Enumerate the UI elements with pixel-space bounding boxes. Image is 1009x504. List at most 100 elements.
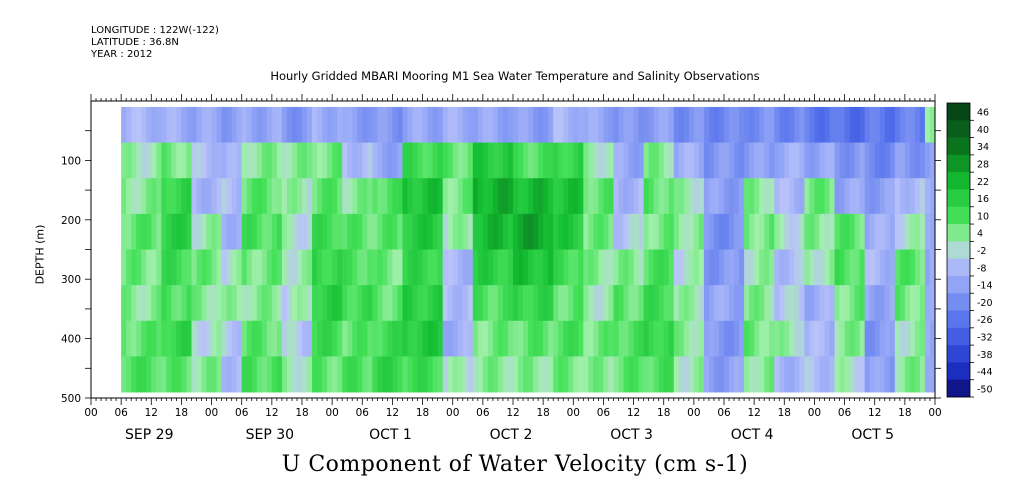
heatmap-cell bbox=[708, 213, 715, 250]
heatmap-cell bbox=[452, 178, 459, 215]
heatmap-cell bbox=[834, 249, 840, 286]
heatmap-cell bbox=[332, 178, 338, 215]
heatmap-cell bbox=[754, 320, 760, 357]
heatmap-cell bbox=[543, 142, 549, 179]
heatmap-cell bbox=[126, 142, 132, 179]
heatmap-cell bbox=[764, 320, 770, 357]
heatmap-cell bbox=[708, 356, 715, 393]
heatmap-cell bbox=[759, 356, 765, 393]
heatmap-cell bbox=[387, 142, 393, 179]
heatmap-cell bbox=[693, 213, 700, 250]
heatmap-cell bbox=[543, 285, 549, 322]
heatmap-cell bbox=[302, 356, 308, 393]
heatmap-cell bbox=[347, 178, 353, 215]
heatmap-cell bbox=[673, 320, 680, 357]
heatmap-cell bbox=[432, 213, 439, 250]
heatmap-cell bbox=[286, 285, 293, 322]
heatmap-cell bbox=[789, 213, 795, 250]
heatmap-cell bbox=[402, 249, 408, 286]
colorbar-label: 28 bbox=[977, 160, 989, 171]
colorbar-frame bbox=[946, 102, 971, 398]
heatmap-cell bbox=[924, 213, 931, 250]
heatmap-cell bbox=[603, 178, 609, 215]
heatmap-cell bbox=[879, 249, 886, 286]
heatmap-cell bbox=[568, 106, 574, 143]
heatmap-cell bbox=[156, 178, 162, 215]
heatmap-cell bbox=[462, 142, 469, 179]
heatmap-cell bbox=[578, 213, 584, 250]
heatmap-cell bbox=[759, 178, 765, 215]
heatmap-cell bbox=[744, 249, 750, 286]
heatmap-cell bbox=[839, 106, 845, 143]
heatmap-cell bbox=[603, 106, 609, 143]
heatmap-cell bbox=[437, 142, 444, 179]
heatmap-cell bbox=[784, 142, 790, 179]
heatmap-cell bbox=[688, 142, 695, 179]
heatmap-cell bbox=[744, 178, 750, 215]
heatmap-cell bbox=[382, 249, 388, 286]
heatmap-cell bbox=[442, 106, 449, 143]
heatmap-cell bbox=[518, 356, 524, 393]
heatmap-cell bbox=[186, 106, 192, 143]
heatmap-cell bbox=[186, 249, 192, 286]
heatmap-cell bbox=[713, 142, 720, 179]
colorbar-swatch bbox=[947, 103, 970, 121]
heatmap-cell bbox=[613, 142, 619, 179]
heatmap-cell bbox=[769, 320, 775, 357]
heatmap-cell bbox=[663, 106, 670, 143]
heatmap-cell bbox=[819, 213, 825, 250]
heatmap-cell bbox=[563, 213, 569, 250]
heatmap-cell bbox=[367, 106, 373, 143]
colorbar-label: 46 bbox=[977, 108, 989, 119]
heatmap-cell bbox=[779, 106, 785, 143]
heatmap-cell bbox=[296, 142, 303, 179]
heatmap-cell bbox=[502, 213, 509, 250]
heatmap-cell bbox=[754, 356, 760, 393]
heatmap-cell bbox=[688, 178, 695, 215]
x-tick-label: 18 bbox=[175, 407, 188, 419]
heatmap-cell bbox=[256, 213, 263, 250]
heatmap-cell bbox=[894, 249, 901, 286]
heatmap-cell bbox=[211, 106, 217, 143]
heatmap-cell bbox=[638, 249, 645, 286]
heatmap-cell bbox=[131, 213, 137, 250]
heatmap-cell bbox=[302, 142, 308, 179]
heatmap-cell bbox=[276, 106, 283, 143]
heatmap-cell bbox=[216, 249, 223, 286]
heatmap-cell bbox=[367, 178, 373, 215]
heatmap-cell bbox=[794, 249, 800, 286]
heatmap-cell bbox=[191, 320, 197, 357]
heatmap-cell bbox=[322, 356, 328, 393]
heatmap-cell bbox=[296, 249, 303, 286]
heatmap-cell bbox=[638, 285, 645, 322]
heatmap-cell bbox=[307, 178, 313, 215]
heatmap-cell bbox=[588, 213, 594, 250]
heatmap-cell bbox=[166, 320, 172, 357]
heatmap-cell bbox=[764, 249, 770, 286]
heatmap-cell bbox=[879, 106, 886, 143]
heatmap-cell bbox=[769, 356, 775, 393]
heatmap-cell bbox=[377, 213, 383, 250]
heatmap-cell bbox=[347, 320, 353, 357]
heatmap-cell bbox=[899, 285, 906, 322]
heatmap-cell bbox=[884, 178, 891, 215]
colorbar-label: 40 bbox=[977, 125, 989, 136]
heatmap-cell bbox=[357, 213, 363, 250]
heatmap-cell bbox=[613, 285, 619, 322]
heatmap-cell bbox=[849, 285, 856, 322]
x-tick-label: 00 bbox=[325, 407, 338, 419]
heatmap-cell bbox=[538, 285, 544, 322]
heatmap-cell bbox=[588, 178, 594, 215]
heatmap-cell bbox=[523, 106, 529, 143]
heatmap-cell bbox=[196, 106, 202, 143]
heatmap-cell bbox=[829, 285, 835, 322]
heatmap-cell bbox=[136, 356, 142, 393]
heatmap-cell bbox=[914, 106, 921, 143]
heatmap-cell bbox=[457, 213, 464, 250]
heatmap-cell bbox=[372, 249, 378, 286]
heatmap-cell bbox=[638, 356, 645, 393]
heatmap-cell bbox=[839, 178, 845, 215]
heatmap-cell bbox=[879, 178, 886, 215]
heatmap-cell bbox=[121, 249, 127, 286]
heatmap-cell bbox=[156, 213, 162, 250]
